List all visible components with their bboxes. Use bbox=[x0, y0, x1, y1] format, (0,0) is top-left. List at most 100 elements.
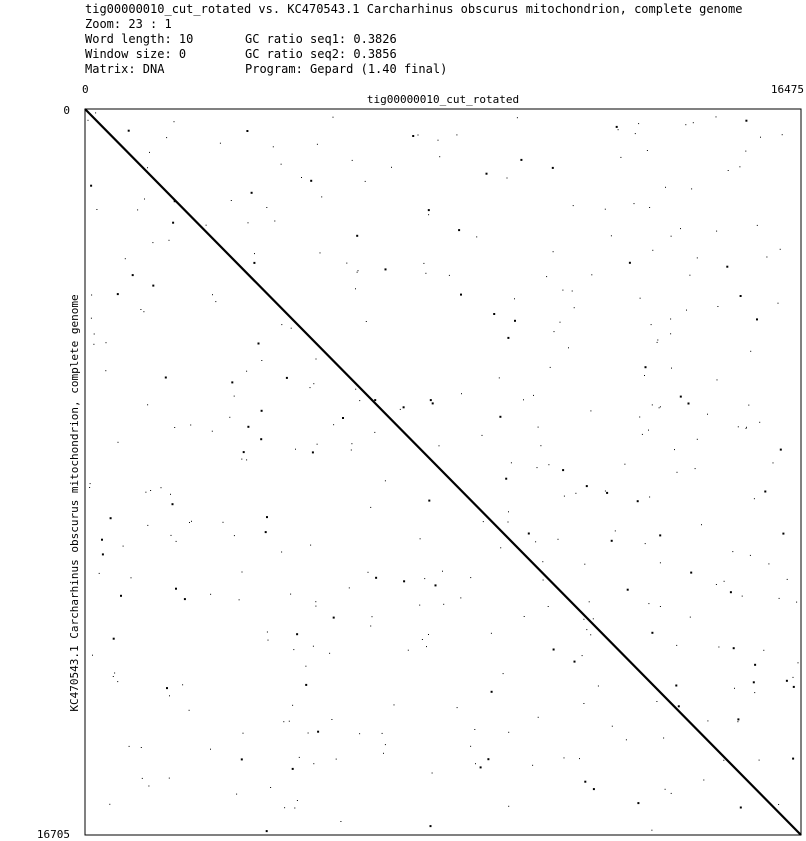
noise-dot bbox=[350, 449, 352, 451]
noise-dot bbox=[625, 739, 627, 741]
noise-dot bbox=[264, 531, 267, 534]
noise-dot bbox=[166, 687, 168, 690]
noise-dot bbox=[272, 146, 274, 148]
noise-dot bbox=[238, 599, 240, 601]
noise-dot bbox=[402, 406, 405, 409]
noise-dot bbox=[572, 205, 574, 207]
noise-dot bbox=[659, 606, 661, 607]
noise-dot bbox=[294, 807, 296, 809]
noise-dot bbox=[253, 261, 256, 264]
noise-dot bbox=[175, 540, 177, 542]
noise-dot bbox=[266, 631, 268, 633]
noise-dot bbox=[173, 121, 175, 123]
noise-dot bbox=[120, 594, 122, 597]
noise-dot bbox=[116, 293, 119, 296]
noise-dot bbox=[508, 805, 510, 807]
noise-dot bbox=[756, 224, 758, 226]
noise-dot bbox=[591, 274, 593, 276]
noise-dot bbox=[319, 252, 321, 254]
noise-dot bbox=[745, 150, 747, 152]
noise-dot bbox=[140, 747, 142, 748]
noise-dot bbox=[585, 485, 588, 488]
noise-dot bbox=[696, 438, 698, 440]
noise-dot bbox=[516, 117, 518, 119]
noise-dot bbox=[101, 538, 103, 541]
noise-dot bbox=[87, 119, 89, 121]
noise-dot bbox=[419, 604, 421, 606]
noise-dot bbox=[150, 490, 152, 491]
noise-dot bbox=[573, 660, 576, 663]
noise-dot bbox=[342, 417, 344, 419]
noise-dot bbox=[633, 203, 635, 205]
noise-dot bbox=[391, 166, 392, 168]
noise-dot bbox=[470, 577, 472, 579]
noise-dot bbox=[694, 468, 696, 470]
noise-dot bbox=[732, 551, 734, 553]
noise-dot bbox=[716, 379, 718, 381]
noise-dot bbox=[321, 196, 323, 198]
noise-dot bbox=[247, 222, 249, 224]
noise-dot bbox=[737, 721, 739, 723]
noise-dot bbox=[583, 618, 585, 620]
noise-dot bbox=[718, 646, 720, 648]
x-tick-label-start: 0 bbox=[82, 83, 89, 96]
noise-dot bbox=[549, 366, 551, 368]
noise-dot bbox=[741, 595, 743, 597]
noise-dot bbox=[671, 367, 672, 369]
noise-dot bbox=[280, 163, 282, 165]
noise-dot bbox=[520, 158, 523, 161]
noise-dot bbox=[210, 593, 212, 595]
x-tick-label-end: 16475 bbox=[771, 83, 804, 96]
noise-dot bbox=[670, 792, 672, 794]
noise-dot bbox=[189, 522, 190, 523]
noise-dot bbox=[716, 230, 718, 232]
noise-dot bbox=[437, 139, 439, 141]
noise-dot bbox=[140, 309, 142, 310]
noise-dot bbox=[266, 207, 268, 208]
noise-dot bbox=[562, 469, 565, 472]
noise-dot bbox=[290, 593, 292, 595]
noise-dot bbox=[425, 272, 427, 274]
noise-dot bbox=[429, 399, 432, 402]
noise-dot bbox=[340, 821, 342, 822]
noise-dot bbox=[109, 803, 111, 805]
noise-dot bbox=[257, 342, 260, 345]
noise-dot bbox=[407, 649, 409, 651]
noise-dot bbox=[737, 718, 740, 721]
noise-dot bbox=[745, 119, 748, 122]
noise-dot bbox=[620, 156, 622, 158]
noise-dot bbox=[651, 829, 653, 831]
noise-dot bbox=[651, 404, 653, 406]
noise-dot bbox=[563, 495, 565, 497]
noise-dot bbox=[493, 313, 496, 315]
noise-dot bbox=[781, 134, 783, 136]
noise-dot bbox=[505, 477, 508, 480]
noise-dot bbox=[726, 265, 729, 268]
noise-dot bbox=[283, 721, 285, 723]
noise-dot bbox=[575, 492, 577, 494]
noise-dot bbox=[375, 576, 378, 579]
noise-dot bbox=[381, 732, 383, 734]
noise-dot bbox=[229, 416, 231, 418]
noise-dot bbox=[665, 186, 666, 188]
noise-dot bbox=[384, 744, 386, 746]
noise-dot bbox=[298, 756, 300, 758]
noise-dot bbox=[573, 307, 575, 309]
noise-dot bbox=[458, 229, 461, 232]
window-size-label: Window size: 0 bbox=[85, 47, 187, 61]
noise-dot bbox=[188, 709, 190, 711]
noise-dots bbox=[87, 112, 799, 833]
noise-dot bbox=[331, 719, 333, 720]
noise-dot bbox=[191, 520, 192, 522]
noise-dot bbox=[648, 429, 649, 431]
noise-dot bbox=[779, 248, 781, 250]
noise-dot bbox=[250, 191, 253, 194]
noise-dot bbox=[581, 655, 583, 657]
noise-dot bbox=[290, 327, 292, 329]
noise-dot bbox=[371, 616, 373, 618]
y-tick-label-end: 16705 bbox=[37, 828, 70, 841]
noise-dot bbox=[636, 500, 639, 503]
noise-dot bbox=[498, 377, 500, 379]
noise-dot bbox=[729, 591, 732, 594]
noise-dot bbox=[696, 257, 698, 259]
